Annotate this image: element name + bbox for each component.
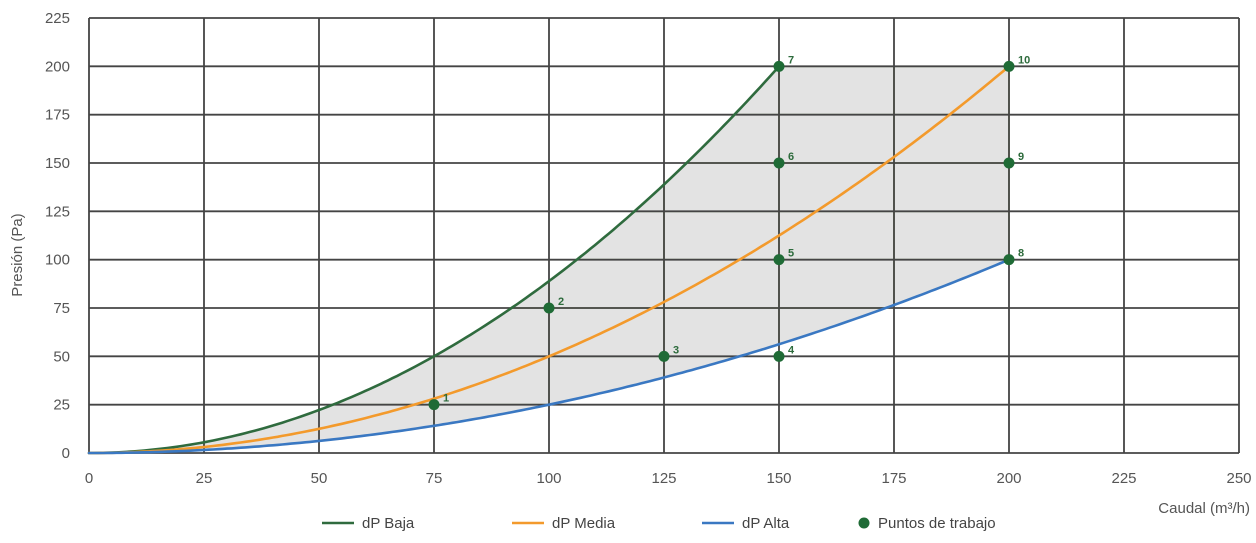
x-tick-label: 75 [426, 470, 443, 487]
work-point-2 [543, 302, 555, 314]
y-tick-label: 150 [45, 155, 70, 172]
y-tick-labels: 0 25 50 75 100 125 150 175 200 225 [45, 10, 70, 462]
work-point-label-5: 5 [788, 248, 794, 260]
work-point-5 [773, 254, 785, 266]
y-tick-label: 50 [53, 348, 70, 365]
work-point-label-4: 4 [788, 344, 795, 356]
work-point-label-1: 1 [443, 393, 449, 405]
grid [88, 17, 1240, 454]
y-tick-label: 100 [45, 252, 70, 269]
series-line-baja [87, 65, 781, 455]
curves [87, 65, 1011, 455]
y-tick-label: 0 [62, 445, 70, 462]
legend-label-points: Puntos de trabajo [878, 515, 996, 532]
work-point-label-8: 8 [1018, 248, 1024, 260]
work-point-9 [1003, 157, 1015, 169]
legend: dP Baja dP Media dP Alta Puntos de trabajo [322, 515, 996, 532]
x-tick-label: 50 [311, 470, 328, 487]
legend-swatch-points [858, 517, 870, 529]
x-tick-label: 150 [766, 470, 791, 487]
x-tick-label: 175 [881, 470, 906, 487]
work-point-label-6: 6 [788, 151, 794, 163]
work-point-1 [428, 399, 440, 411]
y-tick-label: 125 [45, 203, 70, 220]
y-tick-label: 75 [53, 300, 70, 317]
series-line-alta [87, 258, 1011, 455]
x-axis-title: Caudal (m³/h) [1158, 500, 1250, 517]
x-tick-label: 100 [536, 470, 561, 487]
work-point-8 [1003, 254, 1015, 266]
legend-label-baja: dP Baja [362, 515, 415, 532]
x-tick-label: 125 [651, 470, 676, 487]
work-point-label-2: 2 [558, 296, 564, 308]
legend-label-alta: dP Alta [742, 515, 790, 532]
y-axis-title: Presión (Pa) [9, 213, 26, 296]
work-point-4 [773, 350, 785, 362]
work-points: 1 2 3 4 5 6 7 8 9 10 [428, 54, 1030, 411]
x-tick-label: 200 [996, 470, 1021, 487]
x-tick-label: 225 [1111, 470, 1136, 487]
work-point-3 [658, 350, 670, 362]
work-point-10 [1003, 60, 1015, 72]
y-tick-label: 175 [45, 107, 70, 124]
legend-label-media: dP Media [552, 515, 616, 532]
x-tick-label: 0 [85, 470, 93, 487]
y-tick-label: 200 [45, 58, 70, 75]
work-point-6 [773, 157, 785, 169]
work-point-label-3: 3 [673, 344, 679, 356]
x-tick-label: 25 [196, 470, 213, 487]
work-point-label-9: 9 [1018, 151, 1024, 163]
y-tick-label: 25 [53, 397, 70, 414]
work-point-label-7: 7 [788, 54, 794, 66]
work-point-7 [773, 60, 785, 72]
series-line-media [87, 65, 1011, 455]
work-point-label-10: 10 [1018, 54, 1030, 66]
y-tick-label: 225 [45, 10, 70, 27]
x-tick-label: 250 [1226, 470, 1251, 487]
x-tick-labels: 0 25 50 75 100 125 150 175 200 225 250 [85, 470, 1252, 487]
